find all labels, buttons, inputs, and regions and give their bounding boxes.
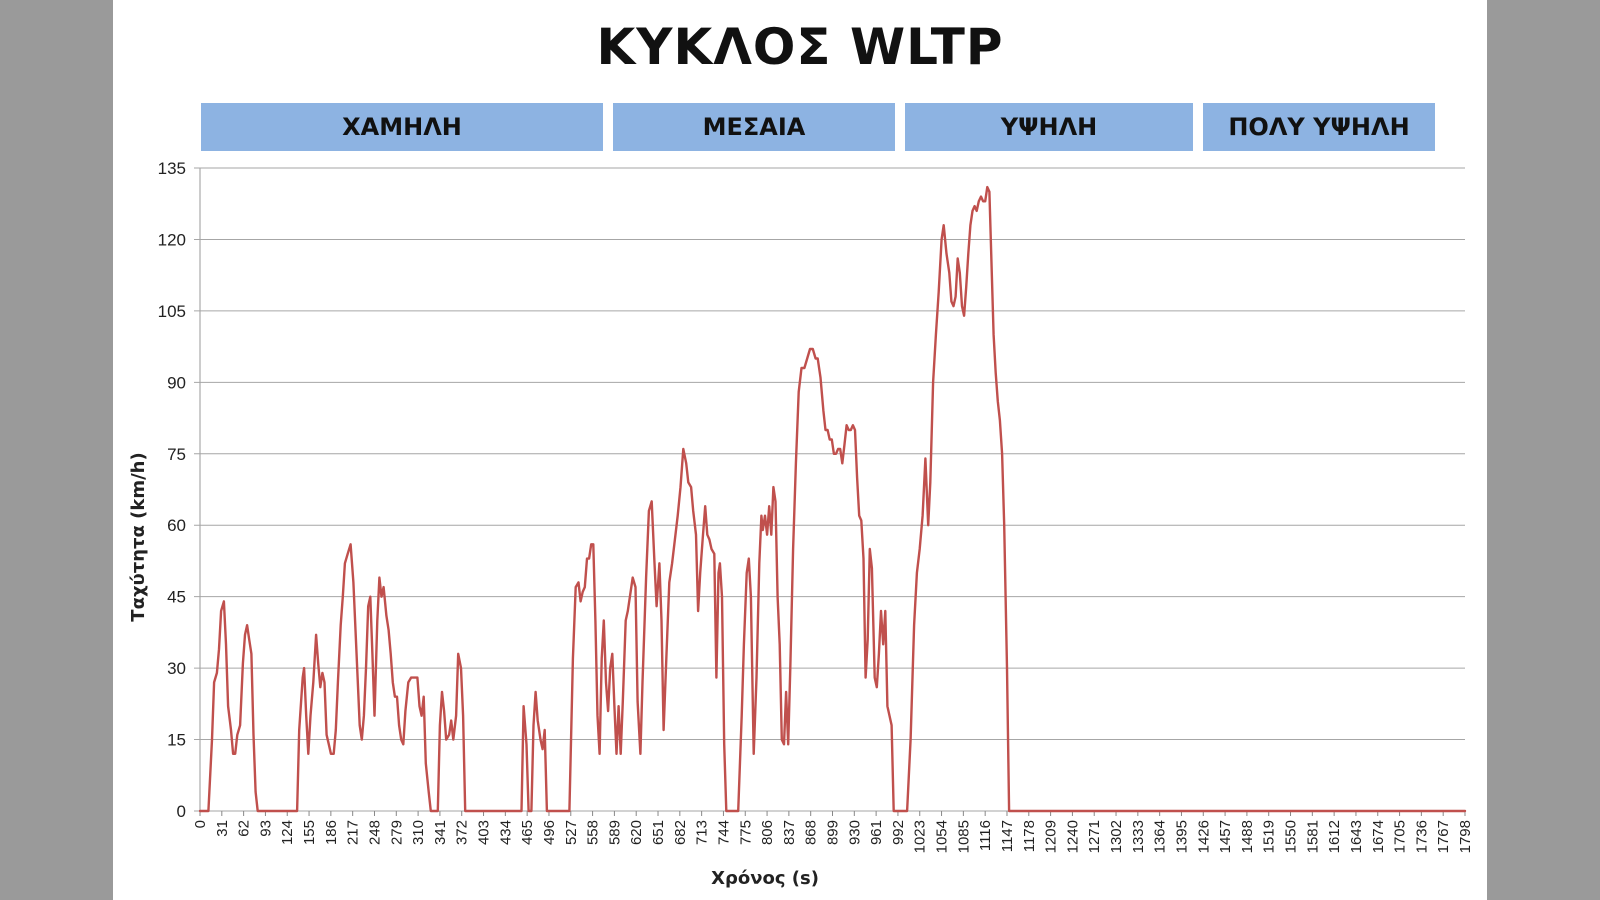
- x-tick-label: 31: [214, 820, 231, 837]
- y-tick-label: 60: [167, 516, 186, 535]
- x-tick-label: 1705: [1392, 820, 1409, 853]
- x-tick-label: 62: [236, 820, 253, 837]
- x-tick-label: 992: [890, 820, 907, 845]
- x-tick-label: 1457: [1217, 820, 1234, 853]
- x-tick-label: 1581: [1304, 820, 1321, 853]
- phase-band-medium: ΜΕΣΑΙΑ: [613, 103, 895, 151]
- chart-slide: ΚΥΚΛΟΣ WLTP ΧΑΜΗΛΗ ΜΕΣΑΙΑ ΥΨΗΛΗ ΠΟΛΥ ΥΨΗ…: [113, 0, 1487, 900]
- x-tick-label: 1209: [1043, 820, 1060, 853]
- x-tick-label: 1736: [1413, 820, 1430, 853]
- y-tick-label: 45: [167, 588, 186, 607]
- x-tick-label: 155: [301, 820, 318, 845]
- x-tick-label: 465: [519, 820, 536, 845]
- y-tick-label: 0: [177, 802, 186, 821]
- x-tick-label: 217: [345, 820, 362, 845]
- y-tick-label: 30: [167, 659, 186, 678]
- x-axis-ticks: 0 31 62 93 124 155 186 217 248 279 310 341 372 403 434…: [192, 811, 1474, 853]
- x-tick-label: 837: [781, 820, 798, 845]
- y-tick-label: 15: [167, 731, 186, 750]
- y-tick-label: 90: [167, 373, 186, 392]
- series-line-speed: [198, 185, 1467, 813]
- gridlines: [194, 167, 1465, 812]
- x-tick-label: 1519: [1261, 820, 1278, 853]
- x-tick-label: 1240: [1064, 820, 1081, 853]
- series-group: [198, 185, 1467, 813]
- y-tick-label: 135: [158, 159, 186, 178]
- x-tick-label: 1271: [1086, 820, 1103, 853]
- x-tick-label: 868: [803, 820, 820, 845]
- x-tick-label: 930: [846, 820, 863, 845]
- x-tick-label: 1147: [999, 820, 1016, 852]
- x-tick-label: 589: [606, 820, 623, 845]
- x-axis-label: Χρόνος (s): [711, 868, 819, 889]
- x-tick-label: 620: [628, 820, 645, 845]
- x-tick-label: 1550: [1283, 820, 1300, 853]
- x-tick-label: 124: [279, 820, 296, 845]
- x-tick-label: 279: [388, 820, 405, 845]
- x-tick-label: 1488: [1239, 820, 1256, 853]
- x-tick-label: 527: [563, 820, 580, 845]
- x-tick-label: 93: [257, 820, 274, 837]
- x-tick-label: 651: [650, 820, 667, 845]
- x-tick-label: 248: [366, 820, 383, 845]
- x-tick-label: 558: [585, 820, 602, 845]
- x-tick-label: 1333: [1130, 820, 1147, 853]
- y-axis-ticks: 0 15 30 45 60 75 90 105 120 135: [158, 159, 186, 821]
- x-tick-label: 682: [672, 820, 689, 845]
- x-tick-label: 1798: [1457, 820, 1474, 853]
- x-tick-label: 1612: [1326, 820, 1343, 853]
- x-tick-label: 186: [323, 820, 340, 845]
- phase-band-extra-high: ΠΟΛΥ ΥΨΗΛΗ: [1203, 103, 1435, 151]
- x-tick-label: 1178: [1021, 820, 1038, 852]
- x-tick-label: 713: [694, 820, 711, 845]
- x-tick-label: 372: [454, 820, 471, 845]
- x-tick-label: 434: [497, 820, 514, 845]
- x-tick-label: 1023: [912, 820, 929, 853]
- x-tick-label: 496: [541, 820, 558, 845]
- x-tick-label: 961: [868, 820, 885, 845]
- x-tick-label: 1643: [1348, 820, 1365, 853]
- y-tick-label: 75: [167, 445, 186, 464]
- phase-band-low: ΧΑΜΗΛΗ: [201, 103, 603, 151]
- x-tick-label: 1364: [1152, 820, 1169, 853]
- x-tick-label: 1767: [1435, 820, 1452, 853]
- x-tick-label: 403: [476, 820, 493, 845]
- y-axis-label: Ταχύτητα (km/h): [128, 452, 149, 621]
- x-tick-label: 341: [432, 820, 449, 845]
- x-tick-label: 1426: [1195, 820, 1212, 853]
- x-tick-label: 1674: [1370, 820, 1387, 853]
- y-tick-label: 120: [158, 230, 186, 249]
- x-tick-label: 744: [715, 820, 732, 845]
- x-tick-label: 0: [192, 820, 209, 828]
- x-tick-label: 775: [737, 820, 754, 845]
- x-tick-label: 1116: [977, 820, 994, 851]
- x-tick-label: 1302: [1108, 820, 1125, 853]
- x-tick-label: 899: [825, 820, 842, 845]
- x-tick-label: 806: [759, 820, 776, 845]
- phase-band-high: ΥΨΗΛΗ: [905, 103, 1193, 151]
- x-tick-label: 1085: [955, 820, 972, 853]
- x-tick-label: 310: [410, 820, 427, 845]
- y-tick-label: 105: [158, 302, 186, 321]
- chart-title: ΚΥΚΛΟΣ WLTP: [596, 18, 1004, 76]
- x-tick-label: 1054: [934, 820, 951, 853]
- x-tick-label: 1395: [1173, 820, 1190, 853]
